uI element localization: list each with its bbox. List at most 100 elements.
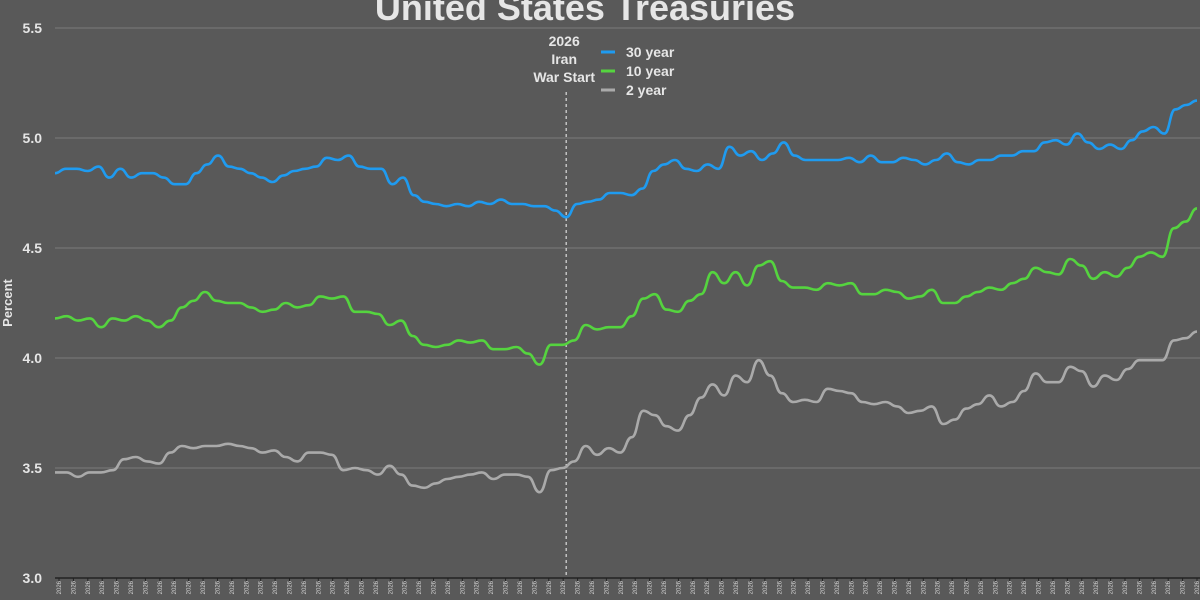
annotation-line: 2026 — [549, 33, 580, 49]
y-axis-ticks: 3.0 3.5 4.0 4.5 5.0 5.5 — [23, 20, 43, 586]
x-tick-label: 2026 — [734, 580, 740, 594]
x-tick-label: 2026 — [950, 580, 956, 594]
x-tick-label: 2026 — [864, 580, 870, 594]
x-tick-label: 2026 — [1195, 580, 1200, 594]
x-tick-label: 2026 — [547, 580, 553, 594]
x-tick-label: 2026 — [518, 580, 524, 594]
x-tick-label: 2026 — [532, 580, 538, 594]
x-tick-label: 2026 — [662, 580, 668, 594]
annotation-label: 2026 Iran War Start — [533, 33, 595, 85]
x-tick-label: 2026 — [1181, 580, 1187, 594]
x-axis-ticks: 2026 2026 2026 2026 2026 2026 2026 2026 2026 2026… — [57, 578, 1200, 594]
y-tick-label: 3.5 — [23, 460, 43, 476]
x-tick-label: 2026 — [849, 580, 855, 594]
x-tick-label: 2026 — [878, 580, 884, 594]
x-tick-label: 2026 — [648, 580, 654, 594]
x-tick-label: 2026 — [792, 580, 798, 594]
x-tick-label: 2026 — [1022, 580, 1028, 594]
series-lines — [54, 99, 1198, 494]
x-tick-label: 2026 — [374, 580, 380, 594]
x-tick-label: 2026 — [1137, 580, 1143, 594]
x-tick-label: 2026 — [143, 580, 149, 594]
y-axis-label: Percent — [0, 278, 15, 326]
x-tick-label: 2026 — [504, 580, 510, 594]
chart-title: United States Treasuries — [375, 0, 795, 28]
x-tick-label: 2026 — [259, 580, 265, 594]
x-tick-label: 2026 — [561, 580, 567, 594]
series-line-2-year — [55, 330, 1198, 494]
x-tick-label: 2026 — [489, 580, 495, 594]
x-tick-label: 2026 — [201, 580, 207, 594]
x-tick-label: 2026 — [979, 580, 985, 594]
x-tick-label: 2026 — [475, 580, 481, 594]
x-tick-label: 2026 — [244, 580, 250, 594]
annotation-line: War Start — [533, 69, 595, 85]
x-tick-label: 2026 — [403, 580, 409, 594]
x-tick-label: 2026 — [1123, 580, 1129, 594]
x-tick-label: 2026 — [1037, 580, 1043, 594]
x-tick-label: 2026 — [1166, 580, 1172, 594]
x-tick-label: 2026 — [676, 580, 682, 594]
x-tick-label: 2026 — [892, 580, 898, 594]
legend-label: 30 year — [626, 44, 675, 60]
x-tick-label: 2026 — [71, 580, 77, 594]
x-tick-label: 2026 — [57, 580, 63, 594]
x-tick-label: 2026 — [1008, 580, 1014, 594]
x-tick-label: 2026 — [302, 580, 308, 594]
x-tick-label: 2026 — [806, 580, 812, 594]
x-tick-label: 2026 — [907, 580, 913, 594]
series-line-30-year — [54, 99, 1198, 219]
x-tick-label: 2026 — [446, 580, 452, 594]
y-tick-label: 5.5 — [23, 20, 43, 36]
x-tick-label: 2026 — [705, 580, 711, 594]
x-tick-label: 2026 — [1065, 580, 1071, 594]
x-tick-label: 2026 — [273, 580, 279, 594]
x-tick-label: 2026 — [835, 580, 841, 594]
x-tick-label: 2026 — [460, 580, 466, 594]
x-tick-label: 2026 — [1051, 580, 1057, 594]
y-tick-label: 4.5 — [23, 240, 43, 256]
x-tick-label: 2026 — [965, 580, 971, 594]
x-tick-label: 2026 — [100, 580, 106, 594]
x-tick-label: 2026 — [345, 580, 351, 594]
x-tick-label: 2026 — [993, 580, 999, 594]
x-tick-label: 2026 — [777, 580, 783, 594]
y-tick-label: 4.0 — [23, 350, 43, 366]
x-tick-label: 2026 — [1152, 580, 1158, 594]
x-tick-label: 2026 — [86, 580, 92, 594]
x-tick-label: 2026 — [691, 580, 697, 594]
series-line-10-year — [54, 207, 1198, 366]
x-tick-label: 2026 — [1094, 580, 1100, 594]
x-tick-label: 2026 — [763, 580, 769, 594]
x-tick-label: 2026 — [158, 580, 164, 594]
x-tick-label: 2026 — [360, 580, 366, 594]
x-tick-label: 2026 — [230, 580, 236, 594]
x-tick-label: 2026 — [921, 580, 927, 594]
x-tick-label: 2026 — [1109, 580, 1115, 594]
y-tick-label: 3.0 — [23, 570, 43, 586]
x-tick-label: 2026 — [331, 580, 337, 594]
x-tick-label: 2026 — [820, 580, 826, 594]
x-tick-label: 2026 — [115, 580, 121, 594]
x-tick-label: 2026 — [172, 580, 178, 594]
legend: 30 year 10 year 2 year — [601, 44, 675, 98]
x-tick-label: 2026 — [590, 580, 596, 594]
x-tick-label: 2026 — [576, 580, 582, 594]
x-tick-label: 2026 — [215, 580, 221, 594]
x-tick-label: 2026 — [187, 580, 193, 594]
x-tick-label: 2026 — [316, 580, 322, 594]
x-tick-label: 2026 — [1080, 580, 1086, 594]
x-tick-label: 2026 — [936, 580, 942, 594]
x-tick-label: 2026 — [129, 580, 135, 594]
x-tick-label: 2026 — [619, 580, 625, 594]
x-tick-label: 2026 — [748, 580, 754, 594]
annotation-line: Iran — [551, 51, 577, 67]
x-tick-label: 2026 — [417, 580, 423, 594]
x-tick-label: 2026 — [388, 580, 394, 594]
x-tick-label: 2026 — [720, 580, 726, 594]
y-tick-label: 5.0 — [23, 130, 43, 146]
x-tick-label: 2026 — [633, 580, 639, 594]
x-tick-label: 2026 — [287, 580, 293, 594]
